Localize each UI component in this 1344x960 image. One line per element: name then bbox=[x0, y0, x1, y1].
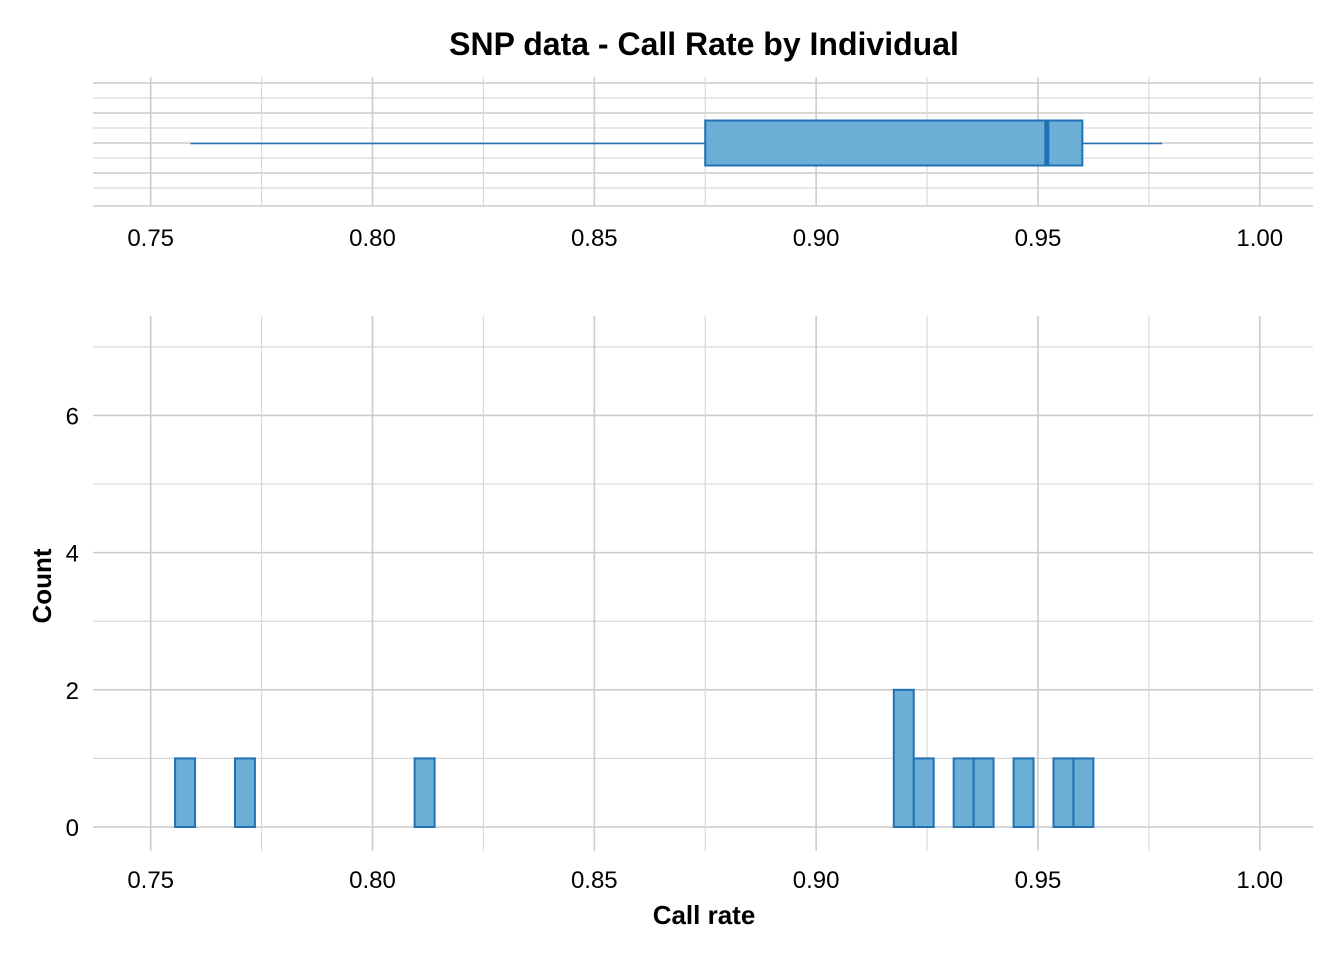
boxplot-x-tick-label: 0.90 bbox=[793, 225, 840, 252]
interquartile-box bbox=[704, 119, 1084, 167]
histogram-bar bbox=[952, 757, 975, 828]
boxplot-x-tick-label: 0.85 bbox=[571, 225, 618, 252]
histogram-bars bbox=[174, 688, 1095, 828]
y-axis-label: Count bbox=[27, 548, 57, 623]
x-axis-label: Call rate bbox=[653, 900, 756, 930]
histogram-bar bbox=[1072, 757, 1095, 828]
histogram-bar bbox=[174, 757, 197, 828]
histogram-y-tick-label: 0 bbox=[66, 815, 79, 842]
chart-title: SNP data - Call Rate by Individual bbox=[449, 26, 959, 62]
boxplot-x-tick-label: 0.75 bbox=[127, 225, 174, 252]
histogram-y-tick-labels: 0 2 4 6 bbox=[66, 403, 79, 842]
histogram-y-tick-label: 2 bbox=[66, 678, 79, 705]
histogram-y-tick-label: 6 bbox=[66, 403, 79, 430]
boxplot-x-tick-labels: 0.75 0.80 0.85 0.90 0.95 1.00 bbox=[127, 225, 1283, 252]
histogram-x-tick-label: 0.85 bbox=[571, 867, 618, 894]
boxplot-x-tick-label: 0.80 bbox=[349, 225, 396, 252]
histogram-x-tick-label: 1.00 bbox=[1236, 867, 1283, 894]
histogram-bar bbox=[1012, 757, 1035, 828]
histogram-x-tick-label: 0.90 bbox=[793, 867, 840, 894]
histogram-bar bbox=[1052, 757, 1075, 828]
boxplot-x-tick-label: 1.00 bbox=[1236, 225, 1283, 252]
histogram-bar bbox=[892, 688, 915, 828]
histogram-y-tick-label: 4 bbox=[66, 541, 79, 568]
histogram-bar bbox=[912, 757, 935, 828]
histogram-x-tick-label: 0.80 bbox=[349, 867, 396, 894]
histogram-x-tick-labels: 0.75 0.80 0.85 0.90 0.95 1.00 bbox=[127, 867, 1283, 894]
histogram-panel: 0.75 0.80 0.85 0.90 0.95 1.00 0 2 4 6 bbox=[66, 316, 1313, 894]
histogram-gridlines bbox=[93, 316, 1313, 851]
boxplot-panel: 0.75 0.80 0.85 0.90 0.95 1.00 bbox=[93, 77, 1313, 252]
boxplot-gridlines bbox=[93, 77, 1313, 207]
histogram-bar bbox=[413, 757, 436, 828]
histogram-bar bbox=[233, 757, 256, 828]
histogram-bar bbox=[972, 757, 995, 828]
histogram-x-tick-label: 0.75 bbox=[127, 867, 174, 894]
boxplot-x-tick-label: 0.95 bbox=[1015, 225, 1062, 252]
histogram-x-tick-label: 0.95 bbox=[1015, 867, 1062, 894]
boxplot-marks bbox=[190, 119, 1163, 167]
